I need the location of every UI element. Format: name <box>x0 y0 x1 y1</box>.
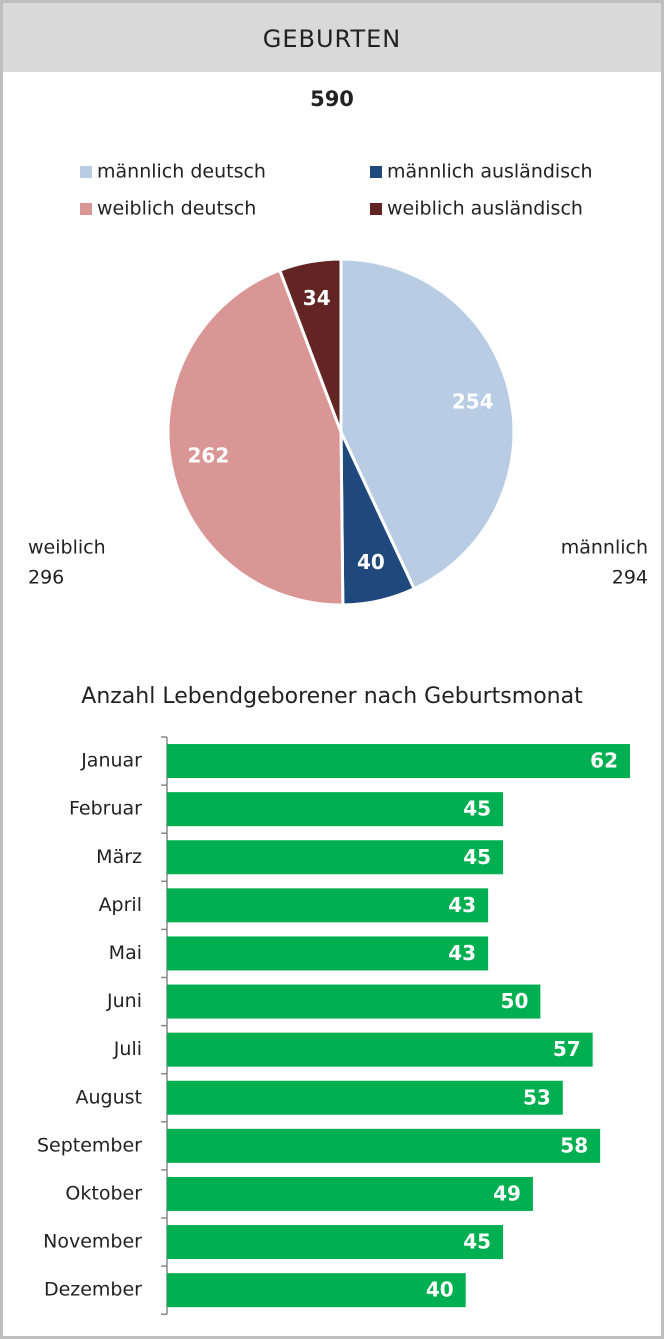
bar-label: 50 <box>501 989 529 1013</box>
category-label: Juni <box>106 990 142 1012</box>
pie-slice <box>277 257 343 433</box>
category-label: Februar <box>69 798 142 820</box>
bar <box>167 1128 601 1163</box>
bar-label: 43 <box>448 893 476 917</box>
bar <box>167 1032 593 1067</box>
category-label: November <box>43 1231 142 1253</box>
bar <box>167 984 541 1019</box>
slice-label: 262 <box>188 444 230 468</box>
legend-swatch <box>80 166 92 178</box>
side-label: männlich <box>561 537 648 559</box>
bar <box>167 792 504 827</box>
category-label: Juli <box>113 1038 142 1060</box>
bar-label: 45 <box>463 845 491 869</box>
bar-label: 49 <box>493 1181 521 1205</box>
bar-label: 58 <box>560 1133 588 1157</box>
bar <box>167 1080 563 1115</box>
legend-label: weiblich deutsch <box>97 198 256 220</box>
side-label: weiblich <box>28 537 106 559</box>
slice-label: 254 <box>452 389 494 413</box>
legend-swatch <box>370 166 382 178</box>
slice-label: 40 <box>357 550 385 574</box>
legend-label: männlich ausländisch <box>387 161 593 183</box>
bar-label: 43 <box>448 941 476 965</box>
side-value: 294 <box>612 567 648 589</box>
category-label: Mai <box>109 942 142 964</box>
bar-label: 53 <box>523 1085 551 1109</box>
bar-label: 40 <box>426 1278 454 1302</box>
bar-label: 45 <box>463 1230 491 1254</box>
legend-label: weiblich ausländisch <box>387 198 583 220</box>
header-title: GEBURTEN <box>263 25 402 53</box>
legend-swatch <box>80 203 92 215</box>
category-label: Oktober <box>65 1182 142 1204</box>
category-label: März <box>96 846 142 868</box>
category-label: August <box>76 1086 143 1108</box>
pie-slice <box>339 257 516 591</box>
header-band <box>3 3 661 72</box>
bar <box>167 1176 533 1211</box>
bar-label: 57 <box>553 1037 581 1061</box>
bar-label: 45 <box>463 797 491 821</box>
pie-slice <box>166 268 345 607</box>
legend-label: männlich deutsch <box>97 161 266 183</box>
bar <box>167 936 489 971</box>
bar <box>167 888 489 923</box>
bar <box>167 744 630 779</box>
category-label: April <box>99 894 142 916</box>
total: 590 <box>310 87 354 111</box>
bar <box>167 1273 466 1308</box>
bar-label: 62 <box>590 749 618 773</box>
category-label: Dezember <box>44 1279 142 1301</box>
chart-title: Anzahl Lebendgeborener nach Geburtsmonat <box>81 684 583 709</box>
category-label: September <box>37 1134 142 1156</box>
slice-label: 34 <box>303 286 331 310</box>
bar <box>167 840 504 875</box>
bar <box>167 1225 504 1260</box>
category-label: Januar <box>80 750 142 772</box>
side-value: 296 <box>28 567 64 589</box>
legend-swatch <box>370 203 382 215</box>
